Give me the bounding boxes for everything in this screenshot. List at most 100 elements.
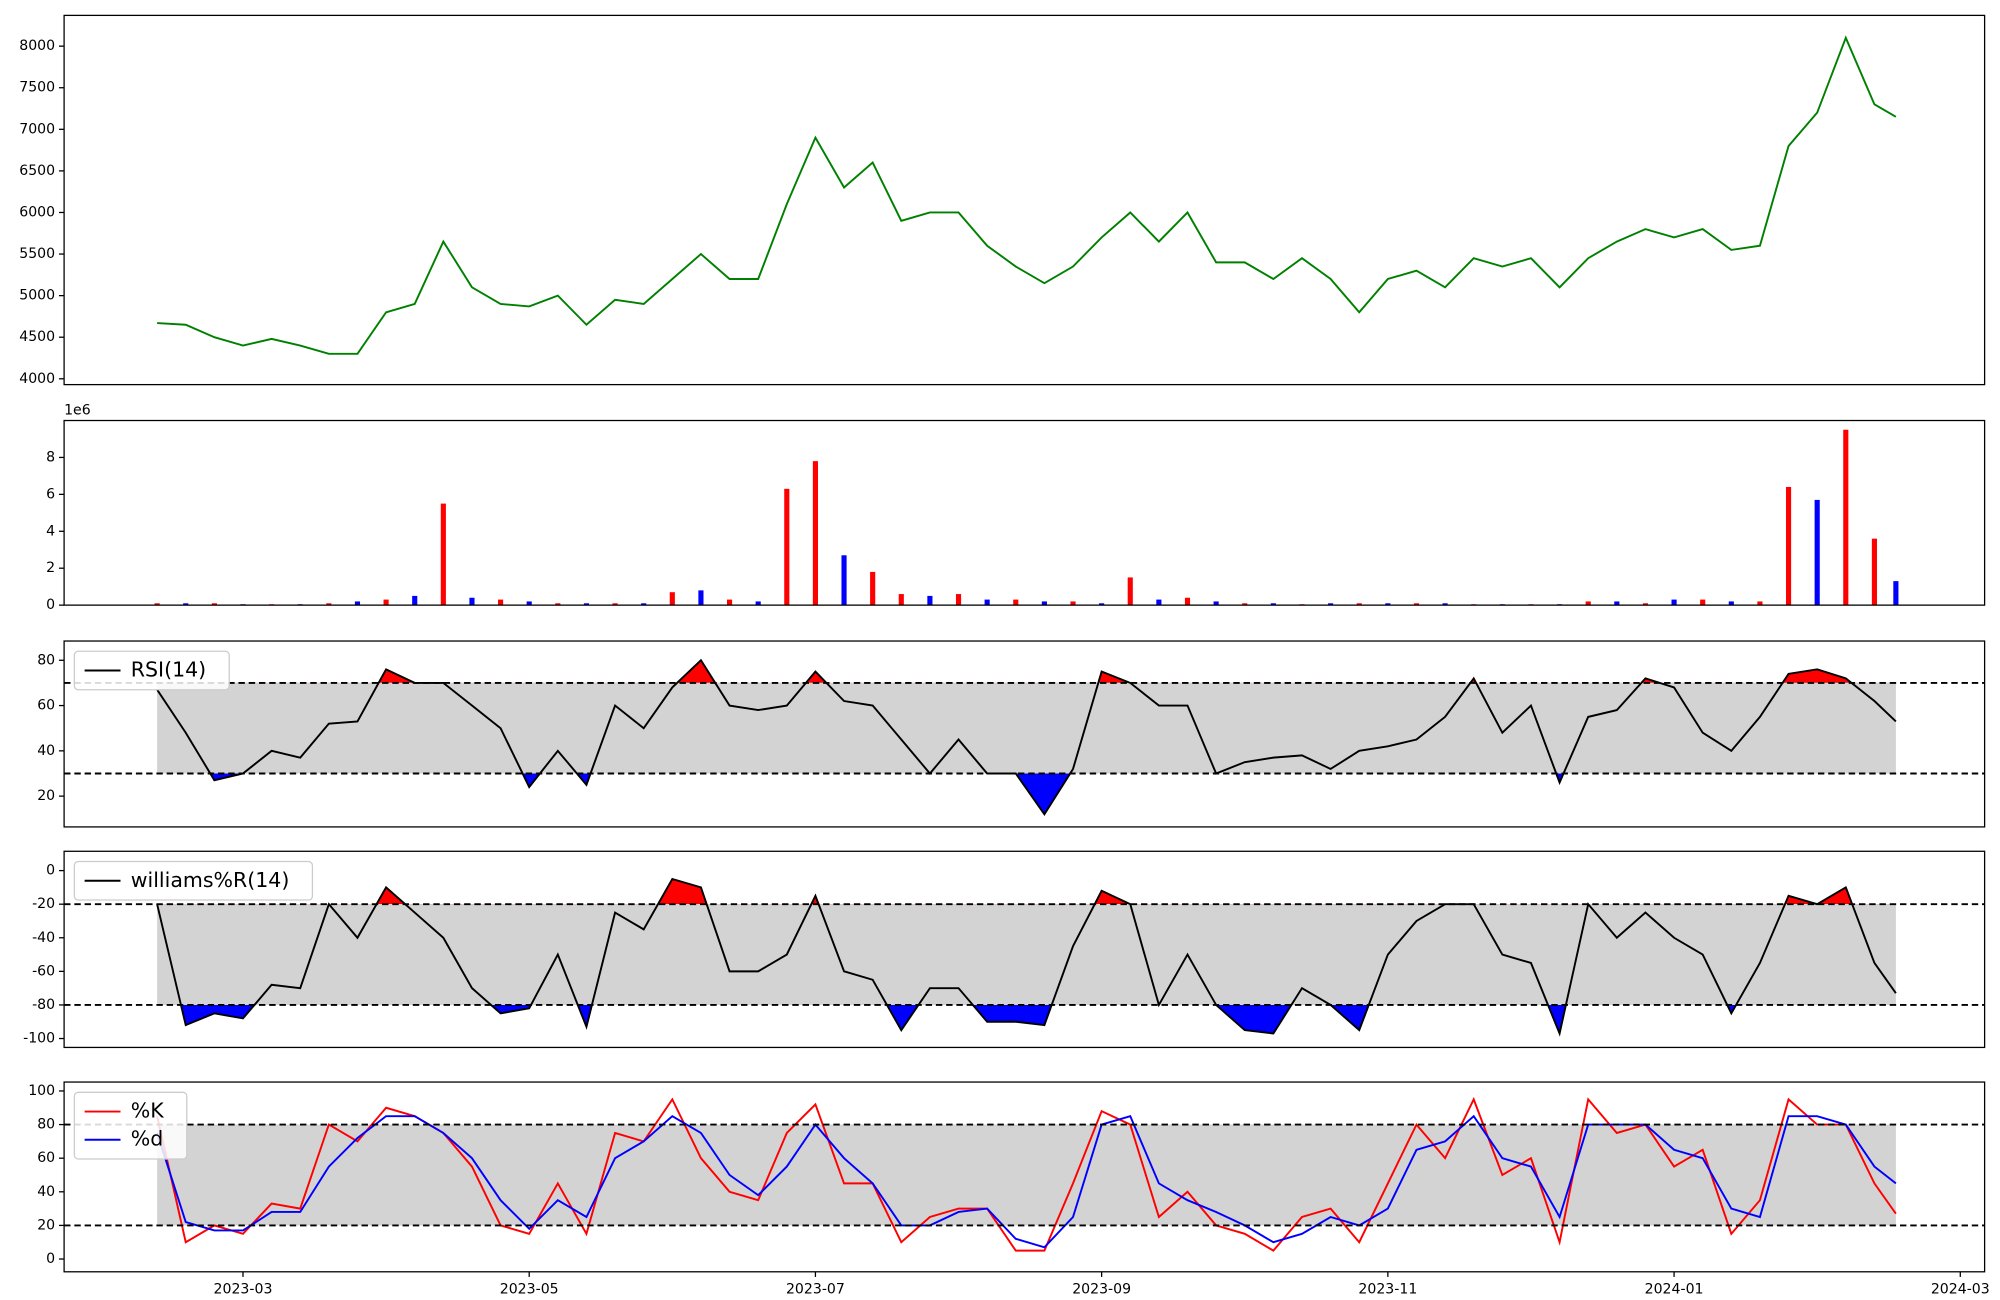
volume-bar [1013,599,1019,606]
overbought-fill [378,660,1852,683]
y-tick-label: 7000 [19,121,55,137]
volume-bar [698,590,704,606]
volume-bar [526,601,532,606]
y-tick-label: 4500 [19,329,55,345]
band-fill [157,1124,1896,1226]
volume-bar [1614,601,1620,606]
volume-bar [1757,601,1763,606]
legend-label: williams%R(14) [131,868,290,892]
volume-bar [183,603,189,606]
y-tick-label: -60 [32,963,55,979]
y-tick-label: 4000 [19,371,55,387]
band-fill [157,682,1896,774]
axes-frame [63,14,1986,386]
legend-label: %K [131,1099,164,1123]
volume-bar [354,601,361,606]
y-tick-label: 6 [46,486,55,502]
axes-frame [63,640,1986,828]
volume-bar [1184,597,1191,606]
x-tick-label: 2023-03 [214,1282,273,1298]
y-tick-label: 0 [46,597,55,613]
volume-bar [612,603,618,606]
panel: 20 40 60 80 RSI(14) [37,640,1986,828]
panel: 4000 4500 5000 5500 6000 6500 7000 7500 8000 [19,14,1986,387]
panel: -100 -80 -60 -40 -20 0 williams%R(14) [23,850,1986,1049]
legend: %K %d [73,1091,188,1160]
legend-box [73,1091,188,1160]
y-tick-label: 60 [37,1150,55,1166]
y-tick-label: -20 [32,896,55,912]
volume-bar [583,603,590,606]
volume-bar [927,595,933,606]
x-tick-label: 2023-07 [786,1282,845,1298]
volume-bar [1442,603,1448,606]
oversold-fill [157,773,1896,815]
y-tick-label: 0 [46,1251,55,1267]
y-tick-label: 4 [46,523,55,539]
panel: 0 20 40 60 80 100 2023-03 2023-05 2023-07 2023-09… [28,1081,1990,1298]
x-tick-label: 2023-11 [1358,1282,1417,1298]
line-series [156,1114,1897,1249]
line-series [156,1096,1897,1252]
volume-bar [1814,499,1820,606]
band-fill [157,904,1896,1005]
volume-bar [1356,603,1362,606]
y-tick-label: 5500 [19,246,55,262]
offset-label: 1e6 [64,402,91,418]
volume-bar [154,603,160,606]
x-tick-label: 2023-05 [500,1282,559,1298]
volume-bar [1070,601,1076,606]
line-series [156,877,1897,1037]
volume-bar [211,603,217,606]
oversold-fill [157,1004,1896,1034]
volume-bar [755,601,761,606]
volume-bar [412,595,418,606]
y-tick-label: 6000 [19,204,55,220]
volume-bar [1413,603,1420,606]
legend: williams%R(14) [73,860,314,901]
volume-bar [1642,603,1649,606]
volume-bar [841,555,847,606]
legend-box [73,650,230,691]
legend-label: RSI(14) [131,658,206,682]
volume-bar [1871,538,1877,606]
volume-bar [1242,603,1248,606]
axes-frame [63,850,1986,1049]
panel: 0 2 4 6 8 1e6 [46,402,1986,613]
y-tick-label: 20 [37,1217,55,1233]
y-tick-label: 20 [37,788,55,804]
y-tick-label: -40 [32,930,55,946]
volume-bar [669,592,675,606]
y-tick-label: 40 [37,1184,55,1200]
volume-bar [1671,599,1677,606]
y-tick-label: 80 [37,652,55,668]
volume-bar [1099,603,1105,606]
volume-bar [726,599,733,606]
y-tick-label: -100 [23,1031,55,1047]
legend-label: %d [131,1127,164,1151]
volume-bar [383,599,389,606]
volume-bar [1585,601,1591,606]
axes-frame [63,1081,1986,1273]
y-tick-label: 80 [37,1117,55,1133]
volume-bar [641,603,647,606]
volume-bar [1270,603,1276,606]
volume-bar [812,461,818,606]
x-tick-label: 2023-09 [1072,1282,1131,1298]
volume-bar [1893,581,1899,606]
volume-bar [1156,599,1162,606]
y-tick-label: 100 [28,1083,55,1099]
volume-bar [898,594,904,606]
volume-bar [984,599,990,606]
x-tick-label: 2024-03 [1931,1282,1990,1298]
legend-box [73,860,314,901]
y-tick-label: 5000 [19,288,55,304]
volume-bar [784,488,790,606]
y-tick-label: -80 [32,997,55,1013]
legend: RSI(14) [73,650,230,691]
volume-bar [955,594,962,606]
volume-bar [1127,577,1133,606]
line-series [156,658,1897,816]
y-tick-label: 8 [46,449,55,465]
